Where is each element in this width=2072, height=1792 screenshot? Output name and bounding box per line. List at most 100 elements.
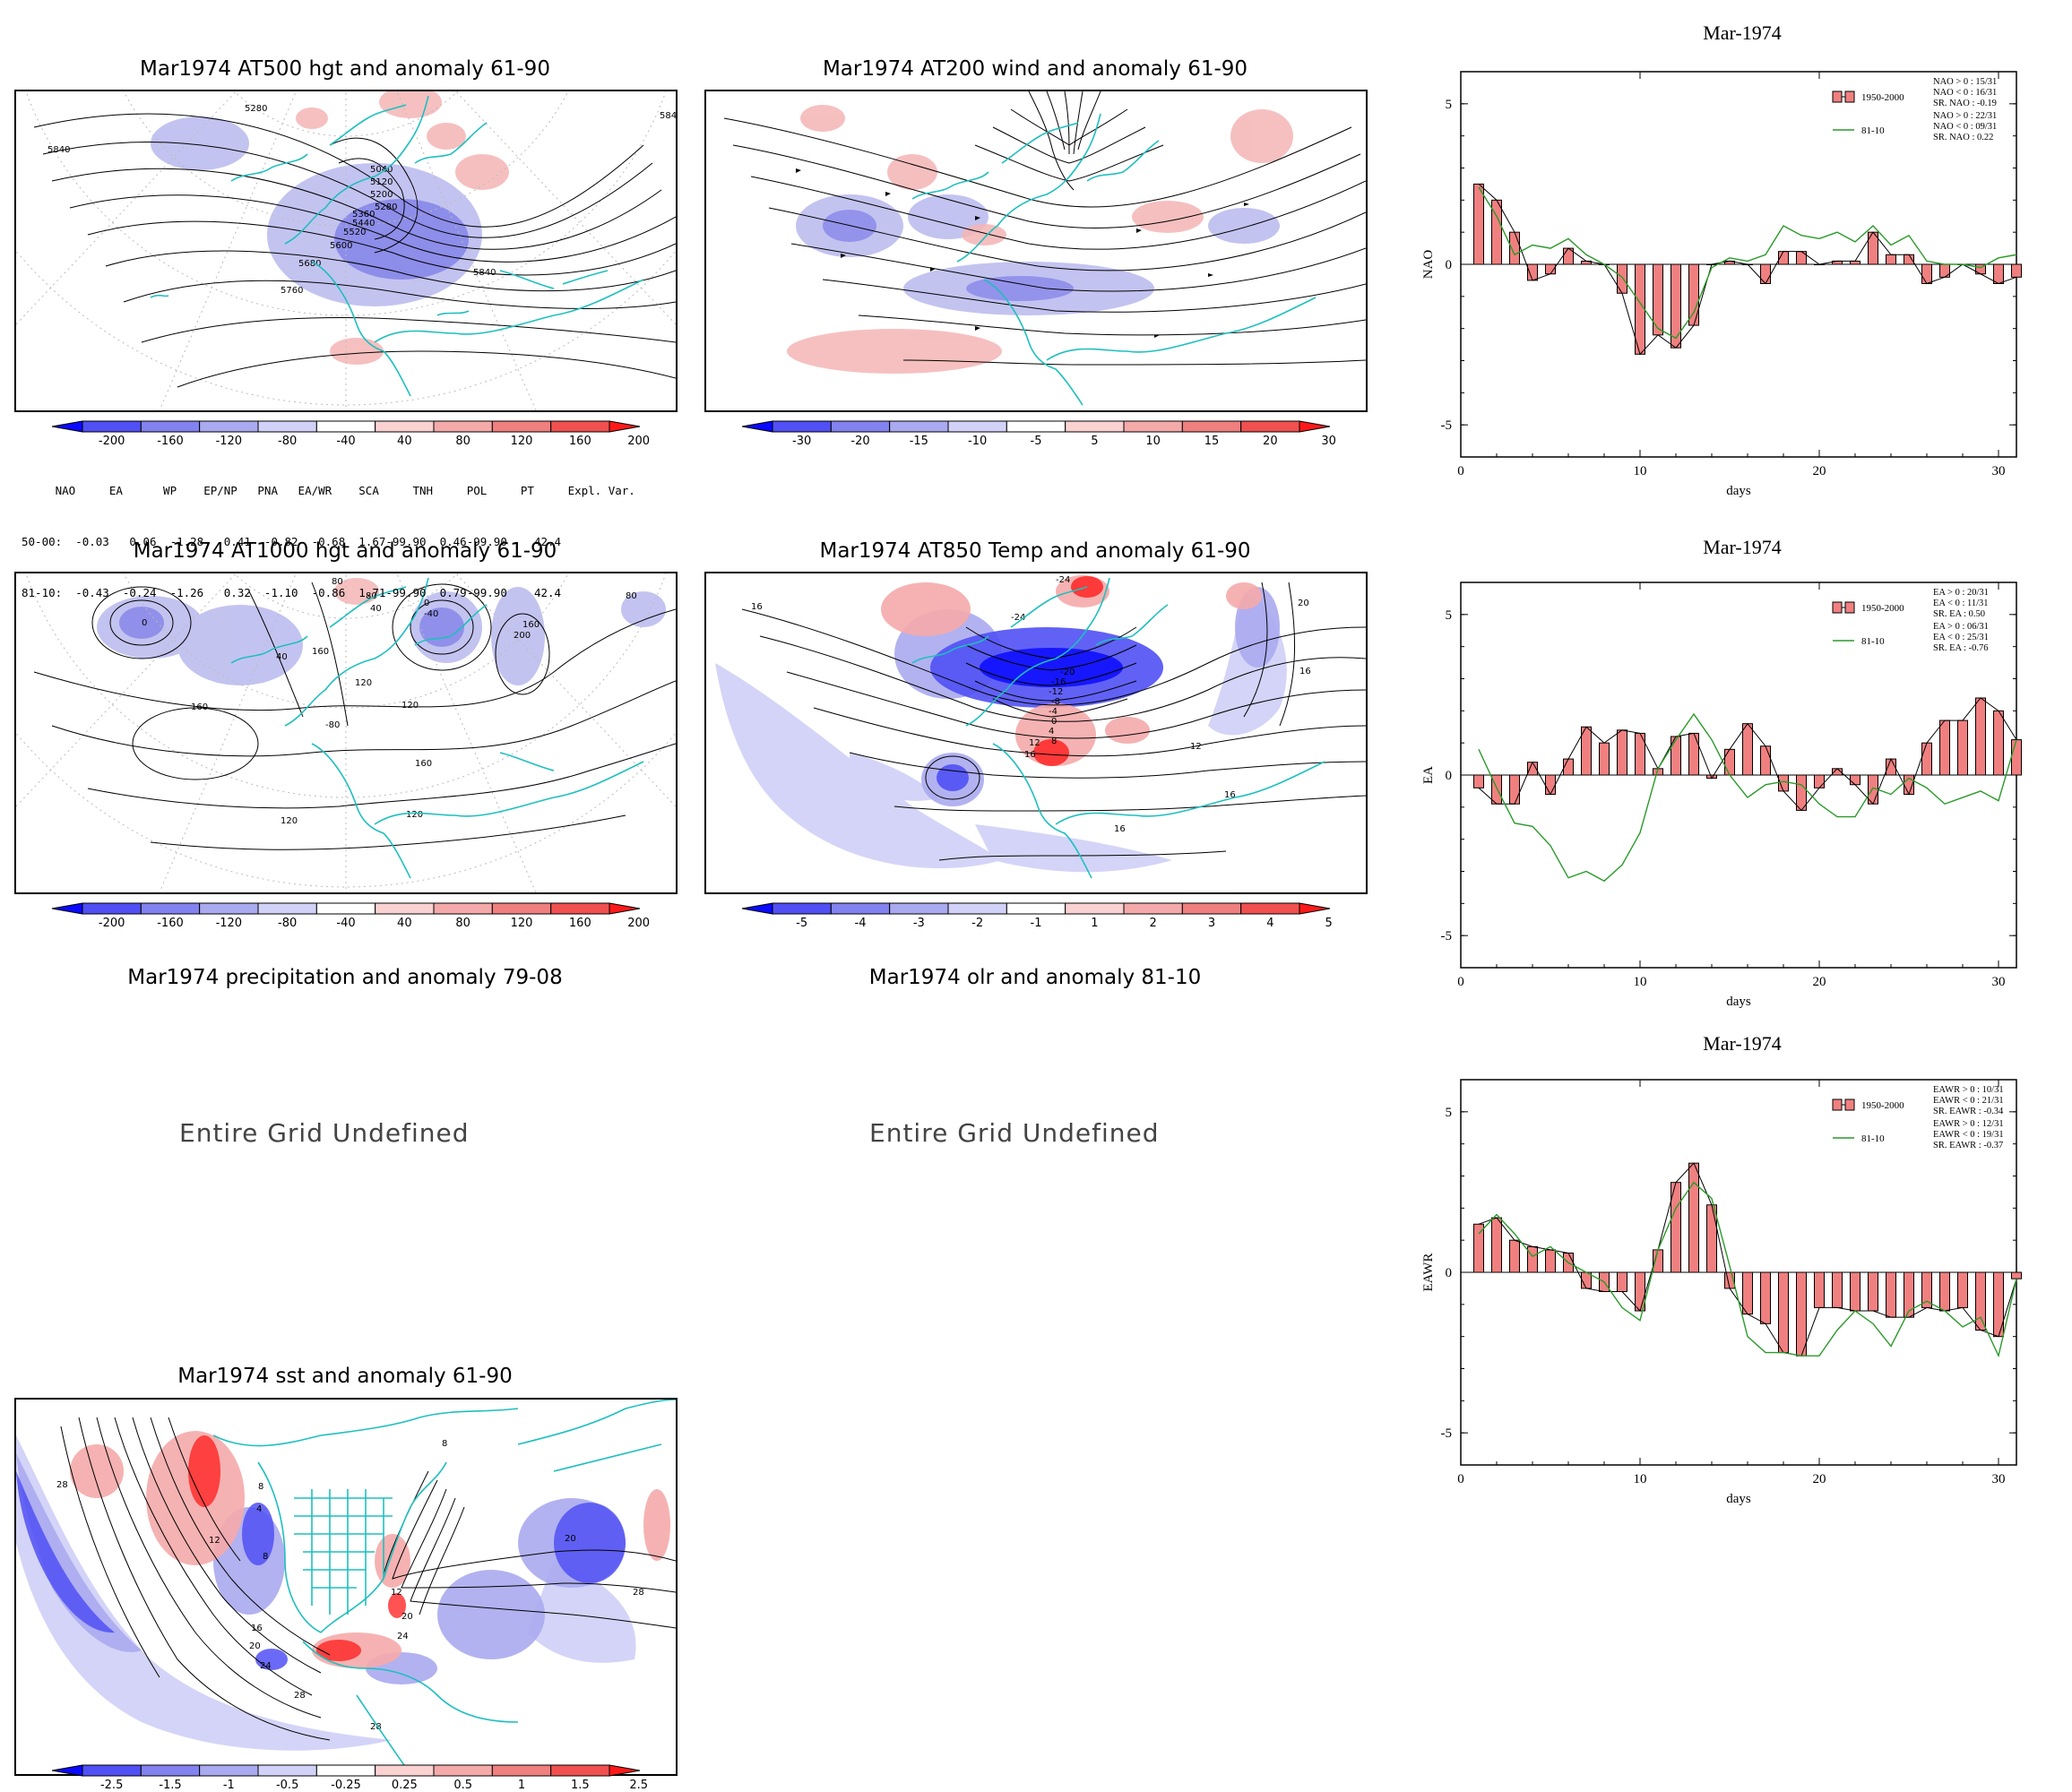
colorbar-tick-label: -5 [796, 917, 807, 930]
legend-line-label: 81-10 [1861, 125, 1885, 136]
index-table-header: NAO EA WP EP/NP PNA EA/WR SCA TNH POL PT… [22, 484, 635, 497]
bar [1491, 1217, 1502, 1273]
colorbar-segment [1240, 902, 1300, 915]
colorbar-tick-label: -5 [1031, 435, 1042, 448]
bar [1706, 1204, 1717, 1273]
ts-title-ea: Mar-1974 [1703, 536, 1782, 558]
map-title-wind200: Mar1974 AT200 wind and anomaly 61-90 [822, 57, 1248, 81]
olr-undefined-message: Entire Grid Undefined [869, 1118, 1160, 1148]
colorbar-tick-label: 5 [1091, 435, 1098, 448]
colorbar-tick-label: -1 [1031, 917, 1042, 930]
colorbar-tick-label: -160 [157, 435, 184, 448]
map-title-t850: Mar1974 AT850 Temp and anomaly 61-90 [819, 539, 1251, 563]
colorbar-segment [1240, 420, 1300, 433]
x-tick-label: 20 [1813, 1472, 1826, 1486]
colorbar-segment [772, 902, 832, 915]
svg-text:-12: -12 [1049, 687, 1063, 697]
colorbar-segment [550, 902, 610, 915]
legend-stat-bar: EAWR < 0 : 21/31 [1933, 1096, 2004, 1106]
bar [1473, 1223, 1484, 1273]
svg-text:0: 0 [424, 599, 429, 608]
colorbar-tick-label: 40 [397, 917, 412, 930]
colorbar-tick-label: -0.5 [276, 1779, 298, 1792]
bar [1599, 742, 1610, 776]
colorbar-tick-label: -200 [99, 917, 125, 930]
series-line-81-10 [1478, 712, 2017, 883]
colorbar-segment [550, 420, 610, 433]
colorbar-segment [1123, 902, 1183, 915]
teleconnection-index-table: NAO EA WP EP/NP PNA EA/WR SCA TNH POL PT… [22, 448, 635, 618]
y-tick-label: 0 [1446, 769, 1453, 783]
svg-text:40: 40 [370, 604, 382, 614]
colorbar-wind200-graphic: -30 -20 -15 -10 -5 5 10 15 20 30 [741, 420, 1336, 448]
x-tick-label: 20 [1813, 975, 1826, 989]
svg-text:12: 12 [1190, 742, 1202, 752]
svg-text:20: 20 [401, 1612, 413, 1622]
bar [1796, 1271, 1807, 1357]
colorbar-tick-label: 20 [1263, 435, 1278, 448]
index-table-row-50-00: 50-00: -0.03 0.06 -1.28 0.41 -0.82 -0.68… [22, 535, 562, 548]
bar [1868, 1271, 1878, 1312]
bar [1509, 774, 1520, 805]
bar [1527, 1245, 1538, 1273]
svg-text:5360: 5360 [352, 210, 375, 220]
colorbar-segment [550, 1764, 610, 1777]
map-title-z500: Mar1974 AT500 hgt and anomaly 61-90 [140, 57, 550, 81]
svg-text:-24: -24 [1056, 575, 1070, 585]
legend-stat-bar: EA < 0 : 11/31 [1933, 599, 1989, 608]
x-tick-label: 10 [1634, 464, 1647, 478]
colorbar-tick-label: 10 [1145, 435, 1161, 448]
svg-text:-8: -8 [1051, 697, 1060, 707]
y-tick-label: -5 [1441, 418, 1453, 433]
svg-text:160: 160 [191, 702, 208, 712]
svg-text:200: 200 [514, 631, 531, 641]
colorbar-segment [375, 902, 435, 915]
svg-text:5520: 5520 [343, 228, 366, 237]
legend-bar-swatch [1832, 601, 1843, 614]
svg-text:28: 28 [633, 1588, 644, 1598]
colorbar-tick-label: 30 [1321, 435, 1336, 448]
x-tick-label: 30 [1992, 1472, 2006, 1486]
bar [1617, 263, 1627, 294]
svg-text:-40: -40 [424, 609, 438, 619]
svg-text:0: 0 [142, 618, 147, 628]
y-axis-label: EA [1421, 766, 1436, 784]
svg-text:5040: 5040 [370, 165, 393, 175]
colorbar-tick-label: 120 [511, 435, 533, 448]
colorbar-tick-label: -10 [968, 435, 987, 448]
bar [1473, 183, 1484, 265]
colorbar-tick-label: 5 [1325, 917, 1333, 930]
colorbar-tick-label: 200 [627, 917, 650, 930]
colorbar-z500: -200 -160 -120 -80 -40 40 80 120 160 200 [51, 419, 650, 448]
colorbar-segment [199, 902, 259, 915]
colorbar-tick-label: -30 [792, 435, 811, 448]
precip-undefined-message: Entire Grid Undefined [179, 1118, 470, 1148]
svg-text:5840: 5840 [473, 268, 496, 278]
colorbar-tick-label: -20 [850, 435, 869, 448]
svg-text:-4: -4 [1049, 707, 1058, 717]
colorbar-tick-label: -80 [278, 435, 297, 448]
svg-text:20: 20 [1298, 599, 1309, 608]
map-z500: 5280 5840 5040 5120 5200 5280 5360 5440 … [14, 90, 678, 412]
bar-outline-series-line [1478, 184, 2017, 356]
svg-text:5840: 5840 [47, 145, 70, 155]
svg-text:12: 12 [209, 1536, 220, 1546]
bar [1473, 774, 1484, 788]
svg-text:20: 20 [565, 1534, 576, 1544]
map-z1000: 0 80 80 40 0 -40 160 200 40 160 120 120 … [14, 572, 678, 894]
colorbar-z500-graphic: -200 -160 -120 -80 -40 40 80 120 160 200 [51, 420, 650, 448]
bar [1850, 260, 1860, 265]
colorbar-segment [199, 420, 259, 433]
x-tick-label: 0 [1457, 1472, 1464, 1486]
colorbar-segment [889, 902, 949, 915]
bar [1957, 1271, 1968, 1308]
bar [1617, 729, 1627, 776]
bar [1760, 745, 1771, 776]
colorbar-tick-label: -2.5 [100, 1779, 123, 1792]
legend-bar-swatch [1844, 1098, 1855, 1111]
legend-stat-line: EAWR > 0 : 12/31 [1933, 1119, 2004, 1129]
colorbar-segment [315, 420, 376, 433]
legend-bar-swatch [1832, 90, 1843, 103]
colorbar-tick-label: -40 [336, 435, 355, 448]
svg-text:8: 8 [263, 1552, 268, 1562]
